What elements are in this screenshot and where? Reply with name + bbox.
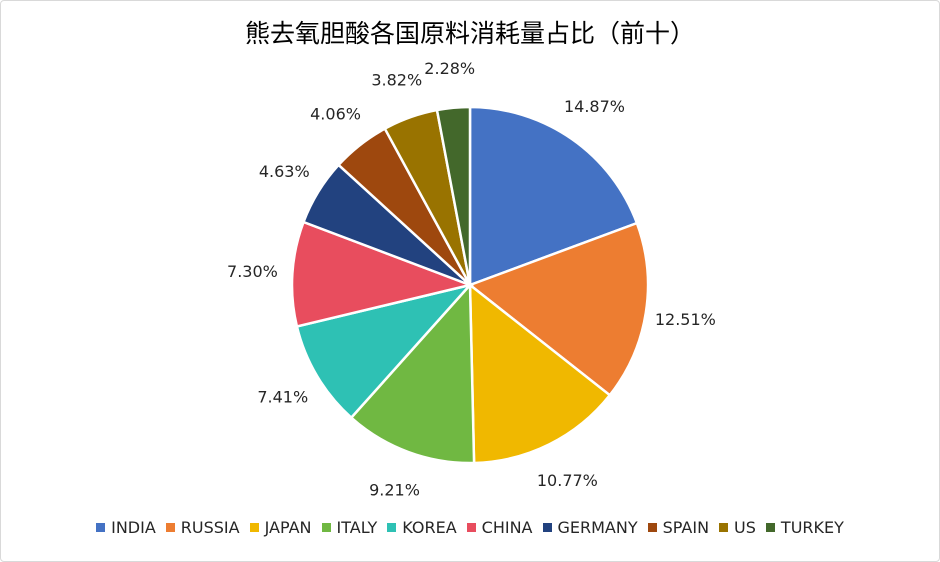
legend-item-japan: JAPAN bbox=[249, 518, 312, 537]
legend-item-china: CHINA bbox=[466, 518, 533, 537]
data-label-japan: 10.77% bbox=[537, 471, 598, 490]
legend-swatch bbox=[165, 523, 175, 532]
pie-slice-russia bbox=[467, 221, 650, 397]
data-label-russia: 12.51% bbox=[655, 310, 716, 329]
legend-item-italy: ITALY bbox=[321, 518, 378, 537]
legend-item-turkey: TURKEY bbox=[765, 518, 844, 537]
chart-title: 熊去氧胆酸各国原料消耗量占比（前十） bbox=[244, 19, 695, 48]
data-label-spain: 4.06% bbox=[310, 104, 361, 123]
data-label-italy: 9.21% bbox=[369, 481, 420, 500]
legend-label: INDIA bbox=[111, 518, 156, 537]
legend-swatch bbox=[321, 523, 331, 532]
pie-slice-korea bbox=[295, 282, 474, 420]
legend-label: JAPAN bbox=[264, 518, 312, 537]
legend-swatch bbox=[466, 523, 476, 532]
legend-swatch bbox=[387, 523, 397, 532]
pie-slice-italy bbox=[349, 281, 476, 465]
legend-swatch bbox=[96, 523, 106, 532]
data-label-us: 3.82% bbox=[371, 71, 422, 90]
data-label-india: 14.87% bbox=[564, 97, 625, 116]
legend-swatch bbox=[542, 523, 552, 532]
legend-label: TURKEY bbox=[780, 518, 844, 537]
legend-label: RUSSIA bbox=[180, 518, 240, 537]
legend-item-spain: SPAIN bbox=[647, 518, 710, 537]
legend-item-us: US bbox=[719, 518, 756, 537]
legend-swatch bbox=[647, 523, 657, 532]
legend-swatch bbox=[719, 523, 729, 532]
data-label-germany: 4.63% bbox=[259, 162, 310, 181]
data-label-china: 7.30% bbox=[227, 262, 278, 281]
data-label-turkey: 2.28% bbox=[424, 59, 475, 78]
legend-item-india: INDIA bbox=[96, 518, 156, 537]
legend-item-germany: GERMANY bbox=[542, 518, 638, 537]
legend-item-russia: RUSSIA bbox=[165, 518, 240, 537]
legend-swatch bbox=[249, 523, 259, 532]
legend-item-korea: KOREA bbox=[387, 518, 457, 537]
legend-label: CHINA bbox=[481, 518, 533, 537]
legend-label: SPAIN bbox=[662, 518, 710, 537]
pie-slice-turkey bbox=[435, 105, 472, 286]
legend: INDIA RUSSIA JAPAN ITALY KOREA CHINA GERMANY SP… bbox=[0, 518, 940, 537]
legend-label: ITALY bbox=[336, 518, 378, 537]
pie-slice-china bbox=[290, 220, 475, 328]
pie-slice-india bbox=[468, 105, 639, 287]
data-label-korea: 7.41% bbox=[257, 388, 308, 407]
legend-swatch bbox=[765, 523, 775, 532]
legend-label: US bbox=[734, 518, 756, 537]
legend-label: GERMANY bbox=[557, 518, 638, 537]
legend-label: KOREA bbox=[402, 518, 457, 537]
pie-slice-japan bbox=[468, 282, 612, 465]
